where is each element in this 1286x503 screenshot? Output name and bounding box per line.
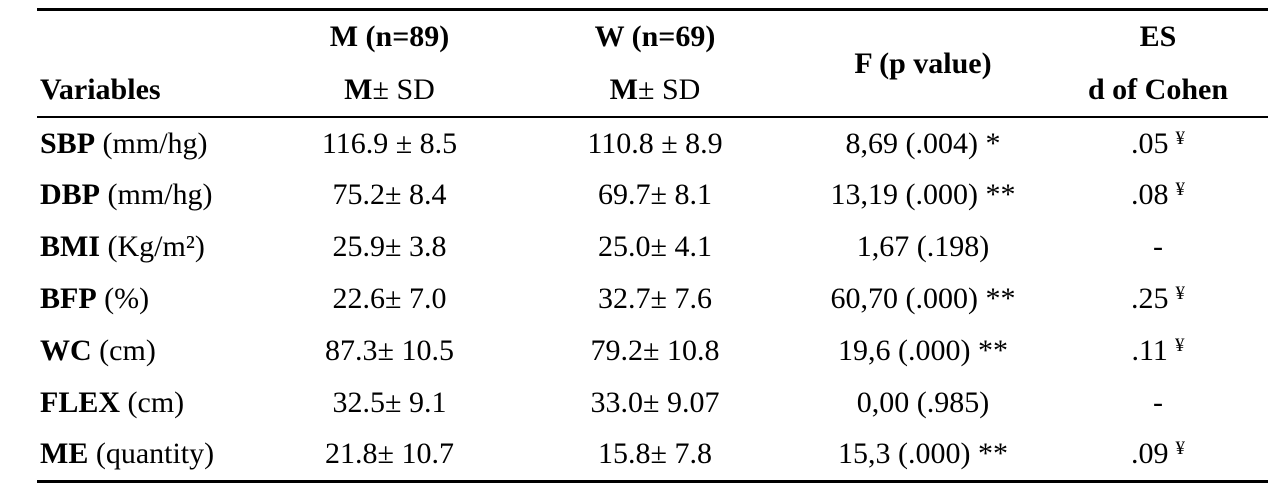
header-men-msd-bold: M <box>344 72 373 106</box>
variable-unit: (mm/hg) <box>100 178 213 211</box>
variable-abbr: BMI <box>40 230 100 263</box>
cell-effect-size: - <box>1048 221 1268 273</box>
table-row: BFP (%) 22.6± 7.0 32.7± 7.6 60,70 (.000) **… <box>37 273 1268 325</box>
variable-abbr: DBP <box>40 178 100 211</box>
cell-variable: DBP (mm/hg) <box>37 169 267 221</box>
header-fvalue-cell: F (p value) <box>798 10 1048 118</box>
table-row: FLEX (cm) 32.5± 9.1 33.0± 9.07 0,00 (.985) - <box>37 377 1268 429</box>
cell-f-pvalue: 19,6 (.000) ** <box>838 334 1008 367</box>
effect-size-marker: ¥ <box>1174 335 1185 356</box>
header-es-cell: ES d of Cohen <box>1048 10 1268 118</box>
cell-effect-size: - <box>1048 377 1268 429</box>
table-row: WC (cm) 87.3± 10.5 79.2± 10.8 19,6 (.000) *… <box>37 325 1268 377</box>
table-row: SBP (mm/hg) 116.9 ± 8.5 110.8 ± 8.9 8,69 (.… <box>37 117 1268 169</box>
table-body: SBP (mm/hg) 116.9 ± 8.5 110.8 ± 8.9 8,69 (.… <box>37 117 1268 481</box>
effect-size-value: - <box>1153 230 1163 263</box>
effect-size-marker: ¥ <box>1175 438 1186 460</box>
header-es-stack: ES d of Cohen <box>1048 11 1268 116</box>
cell-men-mean-sd: 75.2± 8.4 <box>332 178 447 211</box>
effect-size-value: .25 <box>1131 282 1169 315</box>
variable-abbr: WC <box>40 334 92 367</box>
cell-f-pvalue: 60,70 (.000) ** <box>830 282 1016 315</box>
cell-variable: ME (quantity) <box>37 429 267 481</box>
cell-variable: SBP (mm/hg) <box>37 117 267 169</box>
header-row: Variables M (n=89) M ± SD W (n=69) M ± S… <box>37 10 1268 118</box>
header-men-msd-label: M ± SD <box>267 64 512 117</box>
header-variables-stack: Variables <box>40 11 267 116</box>
header-women-msd-rest: ± SD <box>638 72 701 106</box>
cell-women-mean-sd: 32.7± 7.6 <box>598 282 712 315</box>
cell-men-mean-sd: 22.6± 7.0 <box>332 282 447 315</box>
header-men-cell: M (n=89) M ± SD <box>267 10 512 118</box>
header-women-msd-label: M ± SD <box>512 64 798 117</box>
header-men-group-label: M (n=89) <box>329 20 450 54</box>
cell-f-pvalue: 8,69 (.004) * <box>845 126 1001 160</box>
stats-table: Variables M (n=89) M ± SD W (n=69) M ± S… <box>37 8 1268 483</box>
cell-men-mean-sd: 21.8± 10.7 <box>325 437 454 471</box>
header-spacer <box>40 11 267 64</box>
header-women-group-label: W (n=69) <box>594 20 716 54</box>
header-men-stack: M (n=89) M ± SD <box>267 11 512 116</box>
header-women-stack: W (n=69) M ± SD <box>512 11 798 116</box>
cell-variable: FLEX (cm) <box>37 377 267 429</box>
variable-abbr: ME <box>40 437 89 471</box>
cell-women-mean-sd: 33.0± 9.07 <box>590 386 720 419</box>
cell-f-pvalue: 1,67 (.198) <box>856 230 990 263</box>
cell-effect-size: .08 ¥ <box>1048 169 1268 221</box>
table-header: Variables M (n=89) M ± SD W (n=69) M ± S… <box>37 10 1268 118</box>
cell-women-mean-sd: 79.2± 10.8 <box>590 334 720 367</box>
cell-effect-size: .09 ¥ <box>1048 429 1268 481</box>
effect-size-marker: ¥ <box>1175 179 1186 200</box>
effect-size-value: .08 <box>1131 178 1169 211</box>
cell-men-mean-sd: 25.9± 3.8 <box>332 230 447 263</box>
cell-women-mean-sd: 15.8± 7.8 <box>598 437 712 471</box>
header-variables-cell: Variables <box>37 10 267 118</box>
cell-variable: BFP (%) <box>37 273 267 325</box>
variable-unit: (%) <box>96 282 150 315</box>
header-women-msd-bold: M <box>609 72 638 106</box>
variable-unit: (quantity) <box>88 437 215 471</box>
effect-size-value: .11 <box>1131 334 1168 367</box>
header-es-label: ES <box>1139 20 1177 54</box>
variable-abbr: FLEX <box>40 386 121 419</box>
effect-size-value: .05 <box>1131 126 1169 160</box>
variable-unit: (Kg/m²) <box>100 230 205 263</box>
cell-women-mean-sd: 25.0± 4.1 <box>598 230 712 263</box>
cell-men-mean-sd: 116.9 ± 8.5 <box>321 126 458 160</box>
cell-f-pvalue: 13,19 (.000) ** <box>830 178 1016 211</box>
cell-men-mean-sd: 87.3± 10.5 <box>325 334 454 367</box>
cell-women-mean-sd: 69.7± 8.1 <box>598 178 712 211</box>
variable-unit: (cm) <box>120 386 185 419</box>
cell-f-pvalue: 0,00 (.985) <box>856 386 990 419</box>
header-men-msd-rest: ± SD <box>372 72 435 106</box>
header-cohen-label: d of Cohen <box>1087 72 1229 106</box>
effect-size-value: - <box>1153 386 1163 419</box>
table-row: ME (quantity) 21.8± 10.7 15.8± 7.8 15,3 (.0… <box>37 429 1268 481</box>
effect-size-marker: ¥ <box>1175 283 1186 304</box>
header-variables-label: Variables <box>40 72 161 106</box>
effect-size-value: .09 <box>1131 437 1169 471</box>
variable-unit: (cm) <box>91 334 156 367</box>
cell-variable: WC (cm) <box>37 325 267 377</box>
cell-effect-size: .05 ¥ <box>1048 117 1268 169</box>
table-row: BMI (Kg/m²) 25.9± 3.8 25.0± 4.1 1,67 (.198)… <box>37 221 1268 273</box>
table-row: DBP (mm/hg) 75.2± 8.4 69.7± 8.1 13,19 (.000… <box>37 169 1268 221</box>
cell-effect-size: .11 ¥ <box>1048 325 1268 377</box>
header-women-cell: W (n=69) M ± SD <box>512 10 798 118</box>
effect-size-marker: ¥ <box>1175 127 1186 149</box>
variable-abbr: BFP <box>40 282 97 315</box>
variable-unit: (mm/hg) <box>95 126 208 160</box>
header-fvalue-label: F (p value) <box>854 46 992 80</box>
cell-women-mean-sd: 110.8 ± 8.9 <box>587 126 723 160</box>
cell-variable: BMI (Kg/m²) <box>37 221 267 273</box>
cell-f-pvalue: 15,3 (.000) ** <box>838 437 1008 471</box>
cell-effect-size: .25 ¥ <box>1048 273 1268 325</box>
variable-abbr: SBP <box>40 126 96 160</box>
cell-men-mean-sd: 32.5± 9.1 <box>332 386 447 419</box>
